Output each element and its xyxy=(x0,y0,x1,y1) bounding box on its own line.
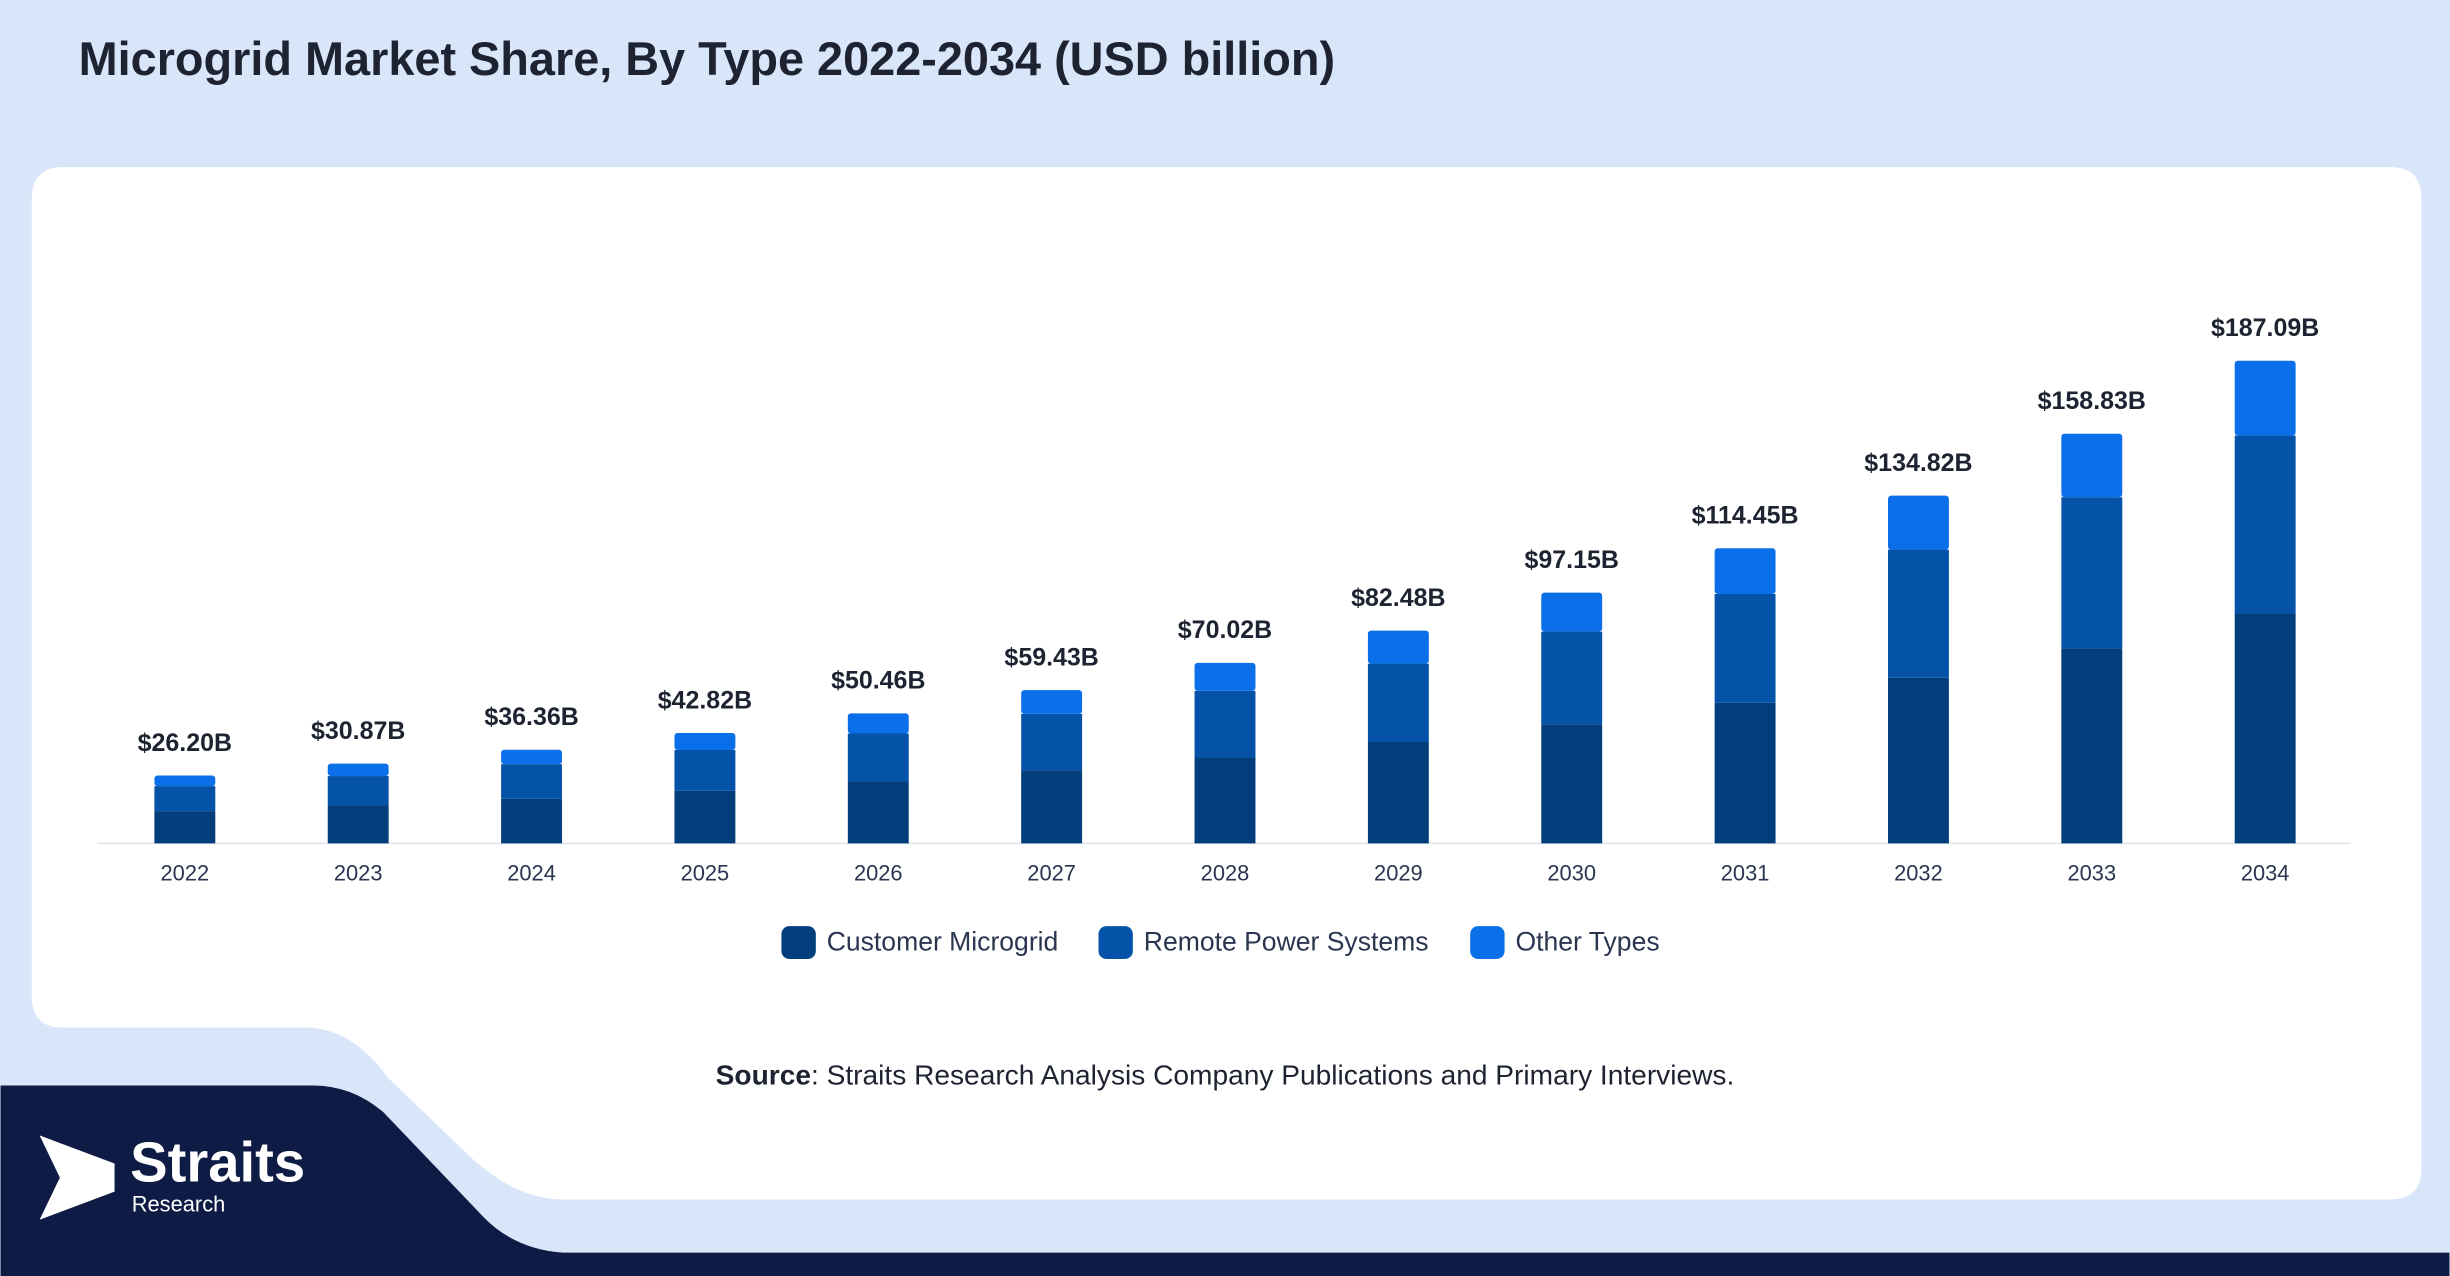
bar-segment xyxy=(1194,757,1256,844)
bar-segment xyxy=(1194,690,1256,758)
x-tick-label: 2023 xyxy=(334,860,383,885)
footer-band xyxy=(0,1085,2450,1276)
bar-segment xyxy=(1021,690,1083,714)
total-label: $36.36B xyxy=(484,703,578,731)
chart-title: Microgrid Market Share, By Type 2022-203… xyxy=(79,33,1335,85)
bar-segment xyxy=(847,713,909,734)
bar-segment xyxy=(327,763,389,777)
bar-segment xyxy=(1367,742,1429,844)
bar-segment xyxy=(847,781,909,844)
bar-segment xyxy=(327,805,389,844)
x-tick-label: 2029 xyxy=(1374,860,1423,885)
bar-segment xyxy=(501,749,563,765)
source-label: Source xyxy=(716,1060,811,1091)
logo: Straits Research xyxy=(39,1131,305,1220)
total-label: $59.43B xyxy=(1004,643,1098,671)
total-label: $26.20B xyxy=(138,729,232,757)
x-tick-label: 2030 xyxy=(1547,860,1596,885)
bar-segment xyxy=(1887,495,1949,550)
bar-segment xyxy=(1887,549,1949,678)
bar-segment xyxy=(2234,360,2296,436)
total-label: $42.82B xyxy=(658,686,752,714)
bars: $26.20B 2022 $30.87B 2023 $36.36B 2024 $42.82B… xyxy=(138,314,2320,885)
legend-label: Other Types xyxy=(1515,926,1659,956)
x-tick-label: 2024 xyxy=(507,860,556,885)
x-tick-label: 2028 xyxy=(1201,860,1250,885)
bar-segment xyxy=(2061,433,2123,498)
x-tick-label: 2027 xyxy=(1027,860,1076,885)
bar-segment xyxy=(1021,770,1083,844)
x-tick-label: 2026 xyxy=(854,860,903,885)
total-label: $187.09B xyxy=(2211,314,2319,342)
bar-segment xyxy=(847,733,909,782)
total-label: $134.82B xyxy=(1864,449,1972,477)
legend: Customer Microgrid Remote Power Systems Ot… xyxy=(781,926,1660,959)
bar-segment xyxy=(674,790,736,844)
bar-segment xyxy=(1021,713,1083,771)
bar-segment xyxy=(501,798,563,844)
total-label: $158.83B xyxy=(2038,387,2146,415)
bar-segment xyxy=(2061,648,2123,844)
bar-segment xyxy=(2234,435,2296,614)
x-tick-label: 2025 xyxy=(681,860,730,885)
bar-segment xyxy=(1194,662,1256,691)
bar-segment xyxy=(2234,613,2296,844)
source-text: : Straits Research Analysis Company Publ… xyxy=(811,1060,1734,1091)
x-tick-label: 2033 xyxy=(2067,860,2116,885)
total-label: $50.46B xyxy=(831,667,925,695)
total-label: $30.87B xyxy=(311,717,405,745)
logo-icon xyxy=(39,1135,115,1220)
bar-segment xyxy=(1541,592,1603,632)
source-note: Source: Straits Research Analysis Compan… xyxy=(716,1060,1735,1091)
legend-swatch xyxy=(1098,926,1133,959)
bar-segment xyxy=(1887,677,1949,844)
logo-name: Straits xyxy=(130,1131,305,1194)
legend-label: Remote Power Systems xyxy=(1144,926,1429,956)
legend-label: Customer Microgrid xyxy=(827,926,1059,956)
x-tick-label: 2031 xyxy=(1721,860,1770,885)
bar-segment xyxy=(501,764,563,799)
bar-segment xyxy=(1367,630,1429,664)
total-label: $97.15B xyxy=(1525,546,1619,574)
logo-sub: Research xyxy=(132,1191,226,1216)
bar-segment xyxy=(327,776,389,806)
total-label: $82.48B xyxy=(1351,584,1445,612)
x-tick-label: 2032 xyxy=(1894,860,1943,885)
bar-segment xyxy=(1714,702,1776,844)
total-label: $70.02B xyxy=(1178,616,1272,644)
bar-segment xyxy=(1367,663,1429,743)
x-tick-label: 2022 xyxy=(161,860,210,885)
bar-segment xyxy=(1541,724,1603,844)
x-tick-label: 2034 xyxy=(2241,860,2290,885)
bar-segment xyxy=(154,811,216,844)
bar-segment xyxy=(674,732,736,751)
bar-segment xyxy=(154,775,216,787)
bar-segment xyxy=(1714,548,1776,594)
bar-segment xyxy=(1714,593,1776,703)
total-label: $114.45B xyxy=(1692,502,1799,530)
bar-segment xyxy=(674,750,736,791)
legend-swatch xyxy=(781,926,816,959)
bar-segment xyxy=(2061,497,2123,649)
bar-segment xyxy=(154,786,216,812)
legend-swatch xyxy=(1470,926,1505,959)
bar-segment xyxy=(1541,631,1603,725)
